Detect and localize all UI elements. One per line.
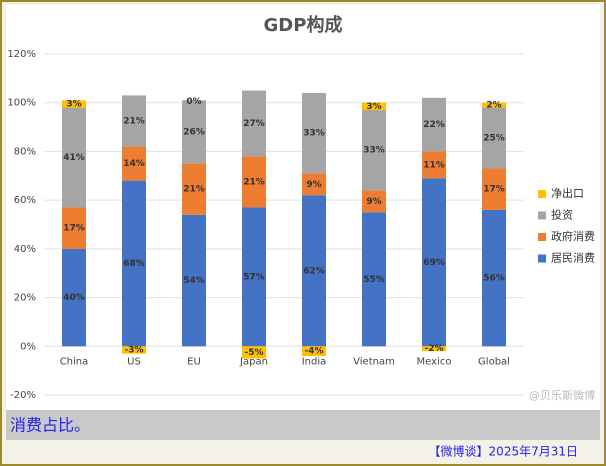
x-tick-label: Japan — [239, 356, 268, 367]
data-label: -3% — [124, 345, 143, 355]
data-label: 33% — [303, 129, 325, 139]
x-tick-label: Vietnam — [353, 356, 395, 367]
bar-segment — [362, 190, 386, 213]
data-label: -5% — [244, 348, 263, 358]
data-label: 3% — [66, 99, 81, 109]
data-label: 2% — [486, 101, 501, 111]
data-label: 41% — [63, 153, 85, 163]
data-label: 0% — [186, 97, 201, 107]
data-label: 26% — [183, 127, 205, 137]
x-tick-label: Mexico — [417, 356, 452, 367]
legend-swatch — [538, 211, 546, 220]
data-label: 25% — [483, 134, 505, 144]
data-label: 68% — [123, 259, 145, 269]
bar-segment — [422, 346, 446, 352]
bar-segment — [242, 90, 266, 157]
bar-segment — [122, 346, 146, 354]
caption-band — [6, 410, 600, 440]
y-tick-label: 120% — [7, 49, 36, 60]
bar-segment — [422, 97, 446, 152]
legend-swatch — [538, 254, 546, 263]
bar-segment — [302, 346, 326, 357]
data-label: 33% — [363, 146, 385, 156]
bar-segment — [362, 212, 386, 347]
bar-segment — [362, 110, 386, 191]
data-label: -2% — [424, 344, 443, 354]
y-tick-label: 60% — [14, 195, 36, 206]
data-label: 17% — [483, 185, 505, 195]
chart-title: GDP构成 — [264, 14, 343, 36]
legend-label: 投资 — [551, 208, 573, 222]
x-tick-label: US — [127, 356, 141, 367]
data-label: 69% — [423, 258, 445, 268]
data-label: 14% — [123, 159, 145, 169]
y-tick-label: -20% — [10, 390, 36, 401]
x-tick-label: Global — [478, 356, 510, 367]
x-tick-label: India — [302, 356, 327, 367]
bar-segment — [182, 100, 206, 164]
bar-segment — [362, 102, 386, 111]
bar-segment — [422, 178, 446, 347]
data-label: 3% — [366, 102, 381, 112]
bar-segment — [482, 168, 506, 210]
legend-label: 居民消费 — [551, 251, 595, 265]
data-label: 56% — [483, 274, 505, 284]
y-tick-label: 80% — [14, 146, 36, 157]
bar-segment — [122, 146, 146, 181]
y-tick-label: 40% — [14, 244, 36, 255]
data-label: 57% — [243, 272, 265, 282]
data-label: 21% — [183, 185, 205, 195]
bar-segment — [62, 248, 86, 347]
bar-segment — [182, 214, 206, 347]
bar-segment — [182, 163, 206, 215]
bar-segment — [242, 346, 266, 359]
x-tick-label: China — [60, 356, 89, 367]
bar-segment — [62, 107, 86, 208]
bar-segment — [482, 107, 506, 169]
legend-label: 政府消费 — [551, 229, 595, 243]
data-label: 40% — [63, 293, 85, 303]
bar-segment — [122, 180, 146, 347]
bar-segment — [422, 151, 446, 179]
bar-segment — [482, 102, 506, 108]
data-label: 21% — [243, 177, 265, 187]
y-tick-label: 100% — [7, 98, 36, 109]
bar-segment — [122, 95, 146, 147]
data-label: 62% — [303, 266, 325, 276]
caption: 消费占比。 — [10, 416, 90, 435]
data-label: 54% — [183, 276, 205, 286]
bar-segment — [242, 207, 266, 347]
bar-segment — [302, 92, 326, 174]
data-label: 11% — [423, 160, 445, 170]
y-tick-label: 0% — [20, 341, 36, 352]
legend-swatch — [538, 190, 546, 198]
bar-segment — [62, 207, 86, 249]
data-label: 55% — [363, 275, 385, 285]
data-label: 21% — [123, 116, 145, 126]
bar-segment — [482, 209, 506, 347]
x-tick-label: EU — [187, 356, 201, 367]
data-label: -4% — [304, 347, 323, 357]
data-label: 17% — [63, 224, 85, 234]
data-label: 9% — [366, 197, 381, 207]
bar-segment — [302, 195, 326, 347]
data-label: 22% — [423, 120, 445, 130]
watermark: @贝乐斯微博 — [529, 388, 595, 402]
y-tick-label: 20% — [14, 293, 36, 304]
data-label: 27% — [243, 119, 265, 129]
footer: 【微博谈】2025年7月31日 — [429, 444, 578, 459]
data-label: 9% — [306, 180, 321, 190]
legend-swatch — [538, 233, 546, 241]
bar-segment — [242, 156, 266, 208]
bar-segment — [62, 100, 86, 108]
legend-label: 净出口 — [551, 186, 584, 200]
bar-segment — [302, 173, 326, 196]
